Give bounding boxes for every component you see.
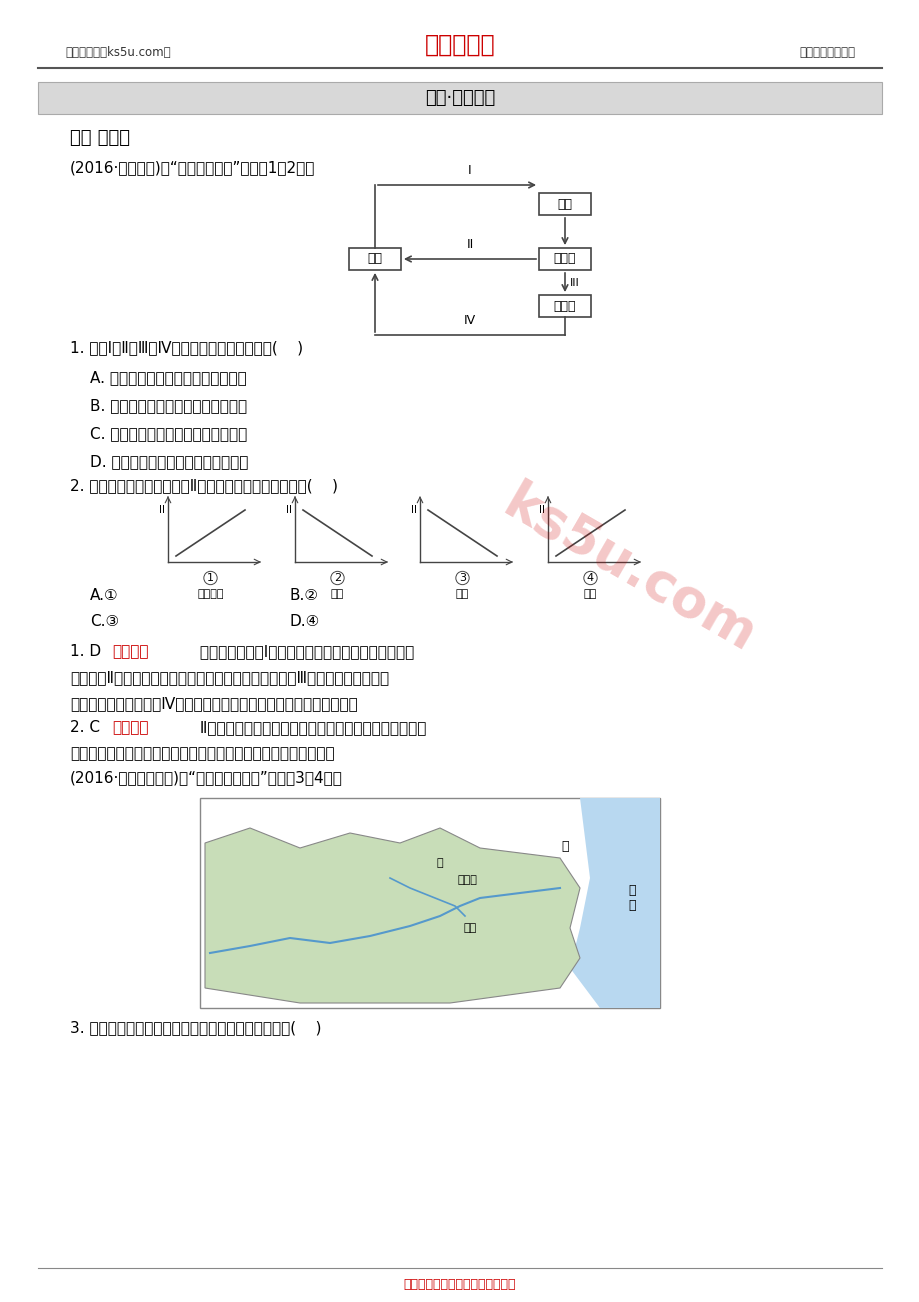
Text: 3: 3 — [459, 573, 466, 583]
Bar — [539, 193, 590, 215]
Text: D. 蕴发、地表径流、下渗、地下径流: D. 蕴发、地表径流、下渗、地下径流 — [90, 454, 248, 470]
Text: C. 地表径流、蕴发、下渗、地下径流: C. 地表径流、蕴发、下渗、地下径流 — [90, 427, 247, 441]
Text: ks5u.com: ks5u.com — [494, 477, 765, 663]
Text: 表蕴发，Ⅱ表示由地表水进入海洋说明其代表地表径流，Ⅲ表示地表水转换为地: 表蕴发，Ⅱ表示由地表水进入海洋说明其代表地表径流，Ⅲ表示地表水转换为地 — [70, 671, 389, 685]
Text: 1. D: 1. D — [70, 644, 101, 660]
Text: 高考资源网: 高考资源网 — [425, 33, 494, 57]
Text: II: II — [466, 238, 473, 251]
Text: 下渗: 下渗 — [331, 589, 344, 599]
Text: II: II — [411, 505, 416, 516]
Text: 3. 三门峡水利工程建成后，对渭河下游的显著影响是(    ): 3. 三门峡水利工程建成后，对渭河下游的显著影响是( ) — [70, 1021, 321, 1035]
Text: 2. C: 2. C — [70, 720, 100, 736]
Text: 小浪底: 小浪底 — [458, 875, 477, 885]
Polygon shape — [205, 828, 579, 1003]
Text: (2016·湖北联考)读“水循环示意图”，回答1～2题。: (2016·湖北联考)读“水循环示意图”，回答1～2题。 — [70, 160, 315, 176]
Text: 【解析】: 【解析】 — [112, 644, 148, 660]
Text: 增多而减少，随植被覆盖度的增加而减少，随坡度的增大而增多。: 增多而减少，随植被覆盖度的增加而减少，随坡度的增大而增多。 — [70, 746, 335, 762]
Text: 2. 下图表示降水后各因素对Ⅱ环节的影响，其中正确的是(    ): 2. 下图表示降水后各因素对Ⅱ环节的影响，其中正确的是( ) — [70, 479, 337, 493]
Text: Ⅱ表示地表径流，其随降水强度的增加而增多，随下渗的: Ⅱ表示地表径流，其随降水强度的增加而增多，随下渗的 — [195, 720, 425, 736]
Text: II: II — [159, 505, 165, 516]
Polygon shape — [570, 798, 659, 1008]
Text: D.④: D.④ — [289, 615, 320, 629]
Text: 下水说明其代表下渗，Ⅳ表示地下水进入海洋，说明其代表地下径流。: 下水说明其代表下渗，Ⅳ表示地下水进入海洋，说明其代表地下径流。 — [70, 697, 357, 711]
Text: 一、 选择题: 一、 选择题 — [70, 129, 130, 147]
Text: 甲: 甲 — [561, 840, 568, 853]
Text: C.③: C.③ — [90, 615, 119, 629]
Text: 1: 1 — [207, 573, 214, 583]
Text: 1. 图中Ⅰ、Ⅱ、Ⅲ、Ⅳ代表的水循环环节分别是(    ): 1. 图中Ⅰ、Ⅱ、Ⅲ、Ⅳ代表的水循环环节分别是( ) — [70, 341, 302, 355]
Bar — [348, 247, 401, 270]
Text: 地表水: 地表水 — [553, 253, 575, 266]
Text: (2016·衡阳八中模拟)读“黄河水系示意图”，回答3～4题。: (2016·衡阳八中模拟)读“黄河水系示意图”，回答3～4题。 — [70, 771, 343, 785]
Text: B.②: B.② — [289, 587, 319, 603]
Text: 【解析】: 【解析】 — [112, 720, 148, 736]
Text: 从图中可以看出Ⅰ表示由海洋水转化为大气水说明其代: 从图中可以看出Ⅰ表示由海洋水转化为大气水说明其代 — [195, 644, 414, 660]
Text: A. 下渗、地表径流、蕴发、地下径流: A. 下渗、地表径流、蕴发、地下径流 — [90, 371, 246, 385]
Text: 考题·出彩演练: 考题·出彩演练 — [425, 89, 494, 107]
Text: 大气: 大气 — [557, 198, 572, 211]
Text: II: II — [286, 505, 291, 516]
Bar — [539, 296, 590, 316]
Text: II: II — [539, 505, 544, 516]
Text: 高考资源网版权所有，侵权必究！: 高考资源网版权所有，侵权必究！ — [403, 1279, 516, 1292]
Text: 您身边的高考专家: 您身边的高考专家 — [798, 46, 854, 59]
Text: 降水强度: 降水强度 — [197, 589, 223, 599]
Text: B. 蕴发、地下径流、下渗、地表径流: B. 蕴发、地下径流、下渗、地表径流 — [90, 398, 247, 414]
Text: 高考资源网（ks5u.com）: 高考资源网（ks5u.com） — [65, 46, 170, 59]
Text: 海洋: 海洋 — [367, 253, 382, 266]
Text: 海
洋: 海 洋 — [628, 884, 635, 911]
Text: 渭: 渭 — [437, 858, 443, 868]
Bar — [539, 247, 590, 270]
Text: III: III — [570, 277, 579, 288]
Bar — [38, 82, 881, 115]
Text: 地下水: 地下水 — [553, 299, 575, 312]
Text: 三峡: 三峡 — [463, 923, 476, 934]
Bar — [199, 798, 659, 1008]
Text: I: I — [468, 164, 471, 177]
Text: A.①: A.① — [90, 587, 119, 603]
Text: IV: IV — [463, 314, 475, 327]
Text: 坡度: 坡度 — [584, 589, 596, 599]
Text: 植被: 植被 — [456, 589, 469, 599]
Text: 2: 2 — [334, 573, 341, 583]
Text: 4: 4 — [586, 573, 594, 583]
